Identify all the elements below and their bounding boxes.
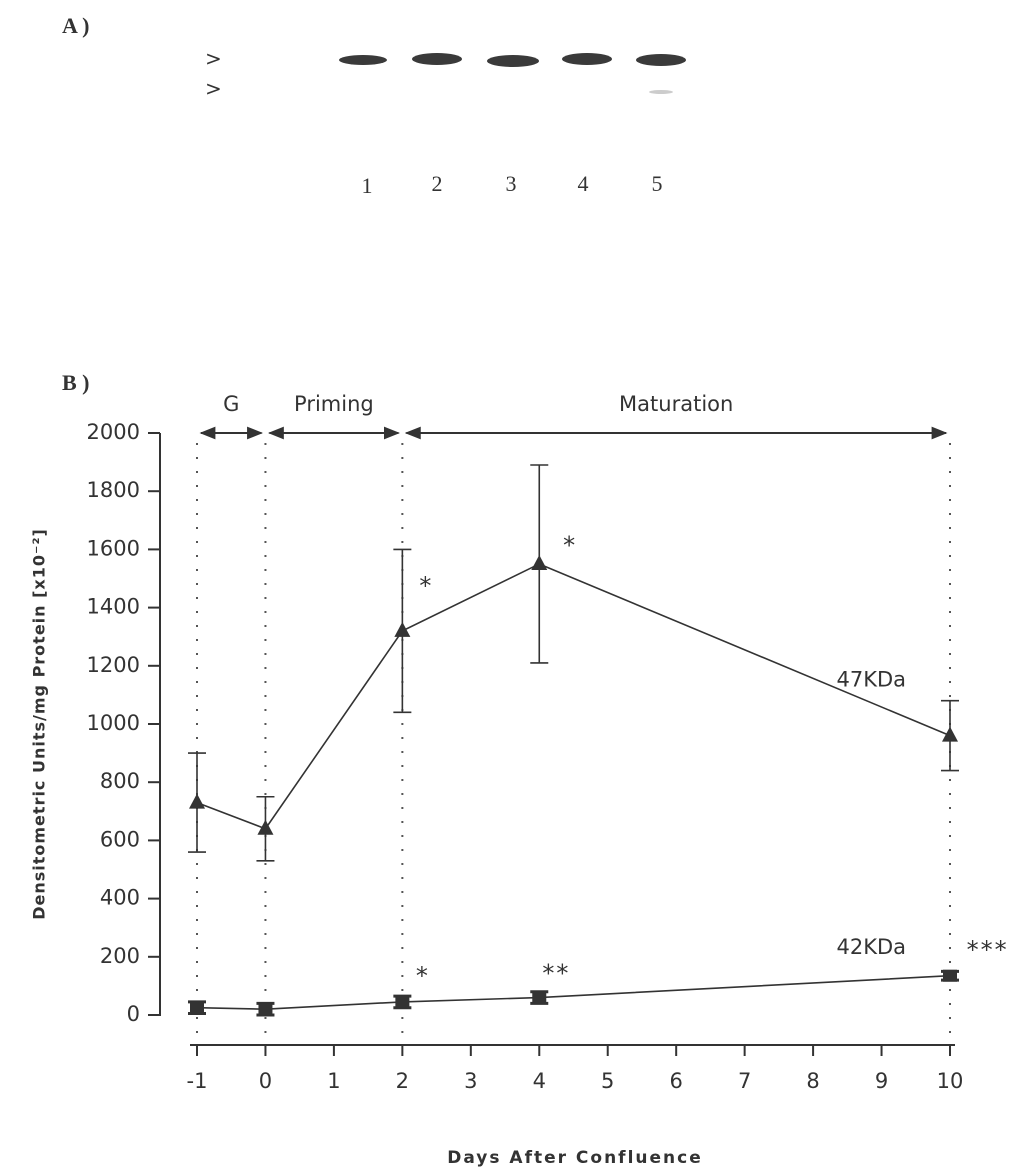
significance: ** (542, 959, 570, 987)
band-marker: > (205, 47, 222, 71)
marker (394, 622, 410, 637)
band (649, 90, 673, 94)
y-tick-label: 1400 (87, 595, 140, 619)
x-axis-label: Days After Confluence (447, 1148, 703, 1168)
phase-label: Maturation (619, 392, 733, 416)
band (636, 54, 686, 66)
lane-label: 5 (652, 171, 663, 196)
x-tick-label: -1 (187, 1069, 208, 1093)
y-tick-label: 1800 (87, 478, 140, 502)
x-tick-label: 5 (601, 1069, 614, 1093)
y-tick-label: 1600 (87, 536, 140, 560)
x-tick-label: 8 (806, 1069, 819, 1093)
panel-label: B ) (62, 370, 90, 395)
series-line (197, 976, 950, 1009)
lane-label: 2 (432, 171, 443, 196)
series-line (197, 564, 950, 829)
marker (531, 555, 547, 570)
y-tick-label: 2000 (87, 420, 140, 444)
y-tick-label: 200 (100, 944, 140, 968)
x-tick-label: 6 (669, 1069, 682, 1093)
x-tick-label: 9 (875, 1069, 888, 1093)
y-tick-label: 600 (100, 827, 140, 851)
x-tick-label: 2 (396, 1069, 409, 1093)
marker (189, 794, 205, 809)
marker (532, 992, 546, 1004)
y-tick-label: 400 (100, 886, 140, 910)
y-axis-label: Densitometric Units/mg Protein [x10⁻²] (30, 528, 49, 920)
figure: A ) > > 1 2 3 4 5 B ) Densitometric Unit… (0, 0, 1016, 1173)
significance: * (416, 962, 430, 990)
x-tick-label: 7 (738, 1069, 751, 1093)
x-tick-label: 3 (464, 1069, 477, 1093)
series-label: 47KDa (837, 667, 907, 691)
y-tick-label: 0 (127, 1002, 140, 1026)
panel-label: A ) (62, 13, 90, 38)
x-tick-label: 4 (533, 1069, 546, 1093)
marker (943, 970, 957, 982)
band (487, 55, 539, 67)
band-marker: > (205, 77, 222, 101)
y-tick-label: 800 (100, 769, 140, 793)
band (562, 53, 612, 65)
y-tick-label: 1000 (87, 711, 140, 735)
phase-label: Priming (294, 392, 374, 416)
band (412, 53, 462, 65)
blot (339, 53, 686, 94)
lane-label: 1 (362, 173, 373, 198)
x-tick-label: 1 (327, 1069, 340, 1093)
phase-label: G (223, 392, 239, 416)
significance: * (419, 572, 433, 600)
marker (395, 996, 409, 1008)
marker (258, 1003, 272, 1015)
significance: * (563, 531, 577, 559)
x-tick-label: 10 (937, 1069, 964, 1093)
y-tick-label: 1200 (87, 653, 140, 677)
marker (190, 1002, 204, 1014)
series-label: 42KDa (837, 935, 907, 959)
lane-label: 3 (506, 171, 517, 196)
x-tick-label: 0 (259, 1069, 272, 1093)
band (339, 55, 387, 65)
significance: *** (967, 936, 1009, 964)
lane-label: 4 (578, 171, 589, 196)
